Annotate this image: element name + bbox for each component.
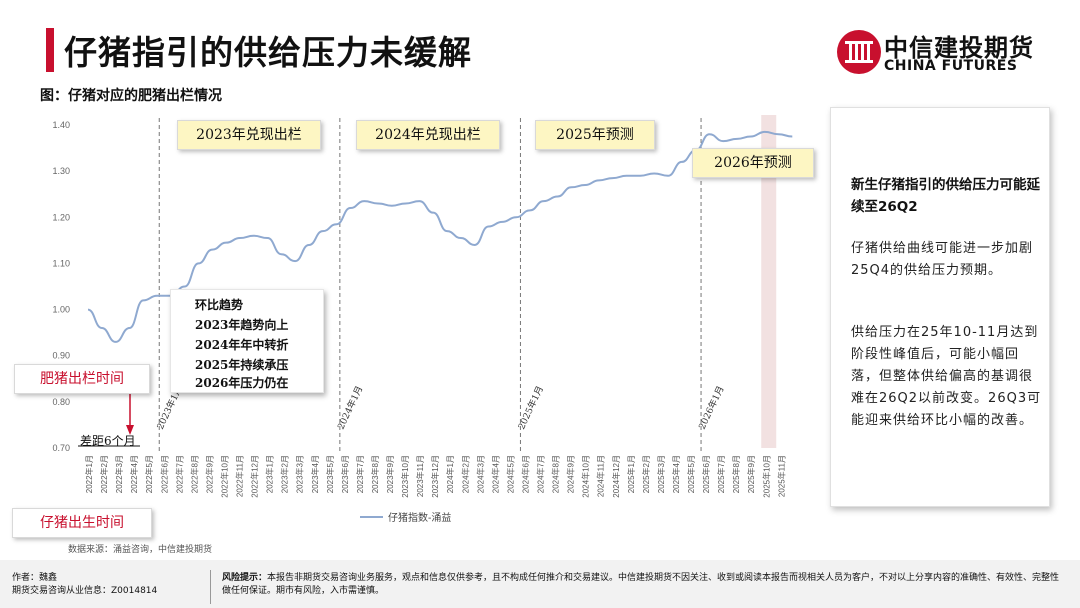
x-tick-label: 2023年12月 [430,455,440,498]
piglet-birth-label: 仔猪出生时间 [12,508,152,538]
line-chart: 0.70 0.80 0.90 1.00 1.10 1.20 1.30 1.40 2023年1月 2… [52,115,793,524]
period-tag-2023: 2023年兑现出栏 [177,120,321,150]
x-tick-label: 2022年8月 [189,455,199,493]
x-tick-label: 2025年4月 [671,455,681,493]
x-tick-label: 2023年11月 [415,455,425,497]
chart-caption: 图：仔猪对应的肥猪出栏情况 [40,88,222,104]
trend-line-2026: 2026年压力仍在 [195,376,289,390]
highlight-band [761,115,777,448]
y-tick-label: 1.10 [52,258,70,268]
x-tick-label: 2024年10月 [581,455,591,498]
data-source: 数据来源：涌益咨询，中信建投期货 [68,545,213,555]
x-tick-label: 2022年5月 [144,455,154,493]
page-title: 仔猪指引的供给压力未缓解 [64,33,472,72]
footer-divider [210,570,211,604]
x-tick-label: 2025年8月 [731,455,741,493]
trend-line-2025: 2025年持续承压 [195,358,289,372]
period-divider-label: 2025年1月 [515,384,546,431]
trend-title: 环比趋势 [195,298,244,312]
x-tick-label: 2024年11月 [596,455,606,497]
x-tick-label: 2024年12月 [611,455,621,498]
x-tick-label: 2025年2月 [641,455,651,493]
company-logo-icon [837,30,881,74]
x-tick-label: 2024年2月 [460,455,470,493]
trend-annotation-box: 环比趋势 2023年趋势向上 2024年年中转折 2025年持续承压 2026年… [170,289,324,393]
x-tick-label: 2025年6月 [701,455,711,493]
x-tick-label: 2025年9月 [746,455,756,493]
x-tick-label: 2024年4月 [490,455,500,493]
y-tick-label: 0.70 [52,443,70,453]
x-tick-label: 2022年1月 [84,455,94,493]
fatten-time-label: 肥猪出栏时间 [14,364,150,394]
x-tick-label: 2024年1月 [445,455,455,493]
y-tick-label: 1.30 [52,166,70,176]
x-tick-label: 2023年9月 [385,455,395,493]
x-tick-label: 2024年6月 [520,455,530,493]
x-tick-label: 2025年11月 [776,455,786,497]
x-tick-label: 2025年7月 [716,455,726,493]
x-tick-label: 2024年7月 [536,455,546,493]
x-tick-label: 2022年11月 [235,455,245,497]
footer-disclaimer: 风险提示：本报告非期货交易咨询业务服务，观点和信息仅供参考，且不构成任何推介和交… [222,572,1062,598]
license-info: 期货交易咨询从业信息：Z0014814 [12,586,158,596]
gap-label: 差距6个月 [80,434,136,448]
x-tick-label: 2023年4月 [310,455,320,493]
author-label: 作者： [12,573,40,583]
x-tick-label: 2022年2月 [99,455,109,493]
legend-label: 仔猪指数-涌益 [388,511,451,524]
x-tick-label: 2025年1月 [626,455,636,493]
y-tick-label: 0.90 [52,351,70,361]
footer-author: 作者：魏鑫 期货交易咨询从业信息：Z0014814 [12,572,157,598]
logo-text-cn: 中信建投期货 [884,34,1034,62]
y-tick-label: 1.20 [52,212,70,222]
x-tick-label: 2023年2月 [280,455,290,493]
y-tick-label: 0.80 [52,397,70,407]
period-tag-2025: 2025年预测 [535,120,655,150]
series-line [87,130,793,343]
commentary-panel: 新生仔猪指引的供给压力可能延续至26Q2 仔猪供给曲线可能进一步加剧25Q4的供… [830,107,1050,507]
x-tick-label: 2023年10月 [400,455,410,498]
x-tick-label: 2022年4月 [129,455,139,493]
title-accent-bar [46,28,54,72]
y-tick-label: 1.40 [52,120,70,130]
x-tick-label: 2023年5月 [325,455,335,493]
x-tick-label: 2025年5月 [686,455,696,493]
period-tag-2024: 2024年兑现出栏 [356,120,500,150]
x-tick-label: 2023年1月 [265,455,275,493]
author-name: 魏鑫 [39,573,58,583]
risk-text: 本报告非期货交易咨询业务服务，观点和信息仅供参考，且不构成任何推介和交易建议。中… [222,573,1060,596]
x-tick-label: 2025年10月 [761,455,771,498]
x-tick-label: 2022年10月 [219,455,229,498]
risk-label: 风险提示： [222,573,268,583]
commentary-paragraph-1: 仔猪供给曲线可能进一步加剧25Q4的供给压力预期。 [851,241,1034,278]
x-tick-label: 2023年6月 [340,455,350,493]
period-divider-label: 2026年1月 [696,384,727,431]
y-tick-label: 1.00 [52,305,70,315]
trend-line-2023: 2023年趋势向上 [195,318,289,332]
x-tick-label: 2024年9月 [566,455,576,493]
gap-arrow-head-down [126,425,134,435]
trend-line-2024: 2024年年中转折 [195,338,289,352]
period-tag-2026: 2026年预测 [692,148,814,178]
commentary-paragraph-2: 供给压力在25年10-11月达到阶段性峰值后，可能小幅回落，但整体供给偏高的基调… [851,325,1042,428]
x-tick-label: 2022年9月 [204,455,214,493]
x-tick-label: 2024年8月 [551,455,561,493]
commentary-heading: 新生仔猪指引的供给压力可能延续至26Q2 [851,177,1040,215]
x-tick-label: 2025年3月 [656,455,666,493]
x-tick-label: 2022年3月 [114,455,124,493]
x-tick-label: 2023年8月 [370,455,380,493]
logo-text-en: CHINA FUTURES [884,58,1018,74]
x-tick-label: 2023年7月 [355,455,365,493]
x-tick-label: 2024年5月 [505,455,515,493]
footer: 作者：魏鑫 期货交易咨询从业信息：Z0014814 风险提示：本报告非期货交易咨… [0,560,1080,608]
x-tick-label: 2022年6月 [159,455,169,493]
period-divider-label: 2024年1月 [335,384,366,431]
x-tick-label: 2024年3月 [475,455,485,493]
x-tick-label: 2022年7月 [174,455,184,493]
x-tick-label: 2022年12月 [250,455,260,498]
x-tick-label: 2023年3月 [295,455,305,493]
